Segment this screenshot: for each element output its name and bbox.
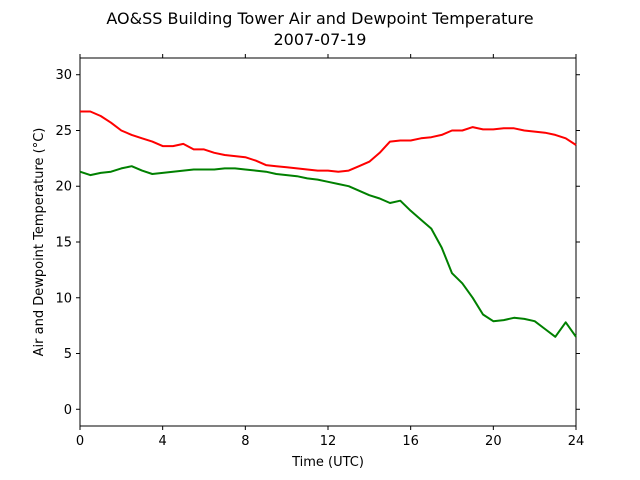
plot-frame: [79, 57, 577, 427]
x-axis: 0 4 8 12 16 20 24: [76, 54, 584, 449]
dewpoint-temperature-line: [79, 165, 577, 338]
y-tick-label-4: 20: [55, 180, 72, 195]
y-tick-label-2: 10: [55, 291, 72, 306]
x-axis-label: Time (UTC): [291, 455, 364, 470]
x-tick-label-6: 24: [568, 434, 585, 449]
y-tick-label-1: 5: [64, 347, 72, 362]
x-tick-label-4: 16: [402, 434, 419, 449]
y-tick-label-6: 30: [55, 68, 72, 83]
air-temperature-line: [80, 110, 577, 173]
y-axis: 0 5 10 15 20 25 30: [55, 68, 580, 418]
x-tick-label-3: 12: [320, 434, 337, 449]
y-tick-label-0: 0: [64, 403, 72, 418]
x-tick-label-1: 4: [159, 434, 167, 449]
y-axis-label: Air and Dewpoint Temperature (°C): [32, 128, 47, 357]
x-tick-label-5: 20: [485, 434, 502, 449]
chart-subtitle: 2007-07-19: [274, 30, 367, 49]
chart-title: AO&SS Building Tower Air and Dewpoint Te…: [106, 9, 533, 28]
series-layer: [79, 110, 577, 338]
x-tick-label-0: 0: [76, 434, 84, 449]
y-tick-label-3: 15: [55, 236, 72, 251]
x-tick-label-2: 8: [241, 434, 249, 449]
y-tick-label-5: 25: [55, 124, 72, 139]
